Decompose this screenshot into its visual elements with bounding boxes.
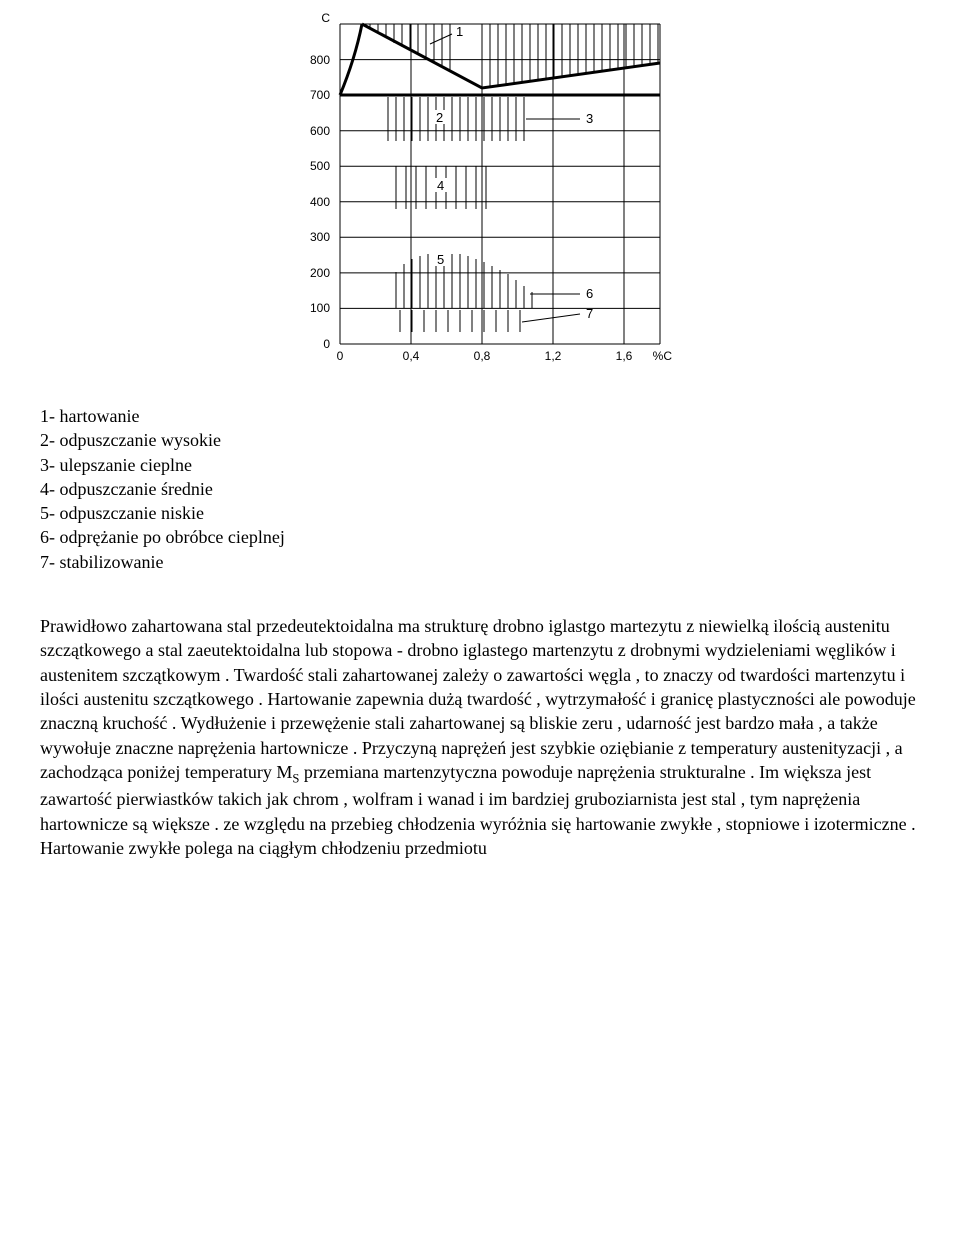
- svg-text:2: 2: [436, 110, 443, 125]
- legend-item-7: 7- stabilizowanie: [40, 550, 960, 574]
- body-paragraph: Prawidłowo zahartowana stal przedeutekto…: [40, 614, 920, 860]
- svg-text:1: 1: [456, 24, 463, 39]
- svg-text:C: C: [321, 11, 330, 25]
- legend-item-2: 2- odpuszczanie wysokie: [40, 428, 960, 452]
- svg-text:0: 0: [323, 337, 330, 351]
- svg-text:700: 700: [310, 88, 330, 102]
- legend-item-4: 4- odpuszczanie średnie: [40, 477, 960, 501]
- legend-item-6: 6- odprężanie po obróbce cieplnej: [40, 525, 960, 549]
- svg-text:5: 5: [437, 252, 444, 267]
- svg-text:800: 800: [310, 53, 330, 67]
- svg-text:100: 100: [310, 301, 330, 315]
- svg-text:500: 500: [310, 159, 330, 173]
- svg-text:%C: %C: [653, 349, 673, 363]
- svg-text:200: 200: [310, 266, 330, 280]
- svg-text:6: 6: [586, 286, 593, 301]
- svg-text:600: 600: [310, 124, 330, 138]
- legend-item-3: 3- ulepszanie cieplne: [40, 453, 960, 477]
- chart-container: 0 100 200 300 400 500 600 700 800 C 0 0,…: [0, 0, 960, 364]
- legend: 1- hartowanie 2- odpuszczanie wysokie 3-…: [40, 404, 960, 574]
- svg-text:1,6: 1,6: [616, 349, 633, 363]
- svg-text:4: 4: [437, 178, 444, 193]
- svg-text:7: 7: [586, 306, 593, 321]
- svg-text:0,8: 0,8: [474, 349, 491, 363]
- legend-item-1: 1- hartowanie: [40, 404, 960, 428]
- svg-text:1,2: 1,2: [545, 349, 562, 363]
- body-text-part1: Prawidłowo zahartowana stal przedeutekto…: [40, 616, 916, 782]
- svg-text:0: 0: [337, 349, 344, 363]
- legend-item-5: 5- odpuszczanie niskie: [40, 501, 960, 525]
- svg-text:0,4: 0,4: [403, 349, 420, 363]
- svg-text:400: 400: [310, 195, 330, 209]
- svg-text:300: 300: [310, 230, 330, 244]
- hardening-chart: 0 100 200 300 400 500 600 700 800 C 0 0,…: [280, 4, 680, 364]
- svg-text:3: 3: [586, 111, 593, 126]
